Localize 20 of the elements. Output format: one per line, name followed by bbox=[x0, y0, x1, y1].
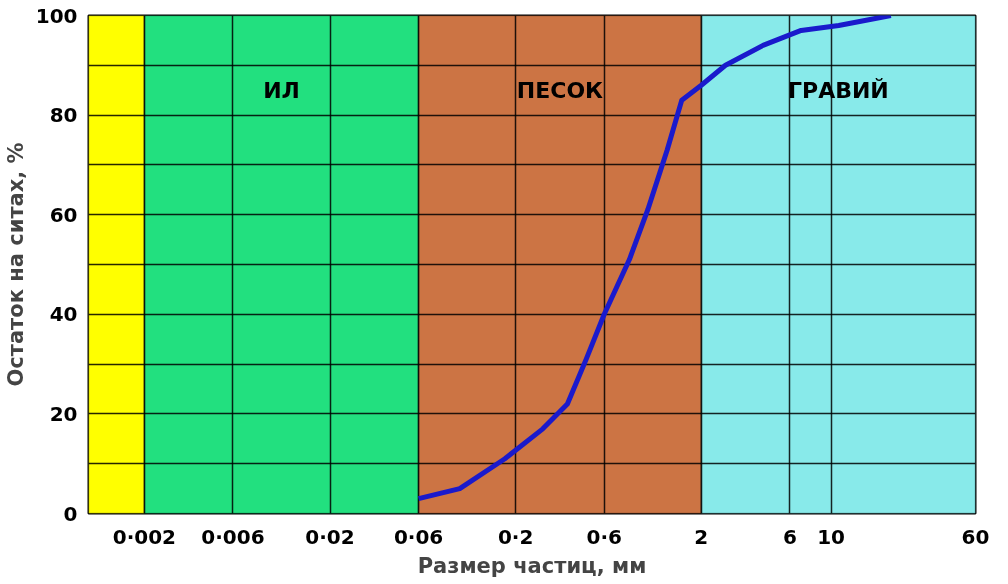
y-tick-label: 60 bbox=[49, 202, 78, 227]
y-axis-title: Остаток на ситах, % bbox=[3, 142, 28, 387]
y-tick-label: 40 bbox=[49, 302, 78, 327]
x-tick-label: 0·006 bbox=[201, 524, 265, 549]
x-tick-label: 0·6 bbox=[586, 524, 622, 549]
x-tick-label: 0·002 bbox=[112, 524, 177, 549]
x-tick-label: 0·06 bbox=[393, 524, 444, 549]
y-tick-label: 0 bbox=[63, 501, 78, 526]
x-tick-label: 0·02 bbox=[305, 524, 355, 549]
y-tick-label: 80 bbox=[49, 103, 78, 128]
y-tick-label: 20 bbox=[49, 401, 78, 426]
band-label: ПЕСОК bbox=[516, 77, 604, 103]
x-axis-title: Размер частиц, мм bbox=[417, 553, 647, 578]
y-tick-label: 100 bbox=[35, 3, 78, 28]
band-label: ИЛ bbox=[263, 77, 300, 103]
x-tick-label: 0·2 bbox=[497, 524, 534, 549]
x-tick-label: 6 bbox=[782, 524, 797, 549]
x-tick-label: 2 bbox=[694, 524, 709, 549]
x-tick-label: 10 bbox=[817, 524, 845, 549]
x-tick-label: 60 bbox=[961, 524, 990, 549]
